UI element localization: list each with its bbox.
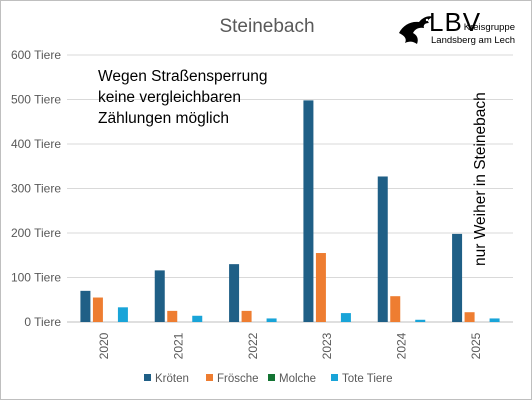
x-tick-label: 2022 <box>246 332 260 359</box>
x-tick-label: 2024 <box>395 332 409 359</box>
x-tick-label: 2023 <box>320 332 334 359</box>
logo-name: LBV <box>429 7 481 37</box>
logo-line2: Landsberg am Lech <box>431 35 515 46</box>
y-tick-label: 300 Tiere <box>11 182 61 196</box>
bar <box>167 310 178 322</box>
bars <box>80 100 500 322</box>
bar <box>266 318 277 322</box>
legend-swatch <box>268 374 275 381</box>
x-tick-label: 2021 <box>172 332 186 359</box>
bar <box>489 318 500 322</box>
bar <box>229 264 240 322</box>
y-tick-label: 200 Tiere <box>11 226 61 240</box>
y-tick-label: 600 Tiere <box>11 48 61 62</box>
annotation-line-2: keine vergleichbaren <box>98 89 241 106</box>
y-tick-label: 400 Tiere <box>11 137 61 151</box>
x-axis-ticks: 2020 2021 2022 2023 2024 2025 <box>97 332 483 359</box>
gridlines <box>67 54 513 323</box>
bar <box>92 297 103 322</box>
legend-swatch <box>331 374 338 381</box>
x-tick-label: 2025 <box>469 332 483 359</box>
legend: Kröten Frösche Molche Tote Tiere <box>144 373 393 385</box>
annotation-line-3: Zählungen möglich <box>98 110 229 127</box>
bar <box>192 315 203 322</box>
legend-label: Molche <box>279 373 316 385</box>
bar <box>415 319 426 322</box>
bar <box>303 100 314 322</box>
legend-swatch <box>206 374 213 381</box>
bar <box>464 312 475 322</box>
bar <box>377 176 388 322</box>
annotation-vertical: nur Weiher in Steinebach <box>472 92 489 266</box>
y-axis-ticks: 0 Tiere 100 Tiere 200 Tiere 300 Tiere 400 Ti… <box>11 48 61 329</box>
y-tick-label: 100 Tiere <box>11 271 61 285</box>
bird-logo-icon <box>399 16 433 44</box>
lbv-logo: LBV Kreisgruppe Landsberg am Lech <box>399 7 515 46</box>
legend-label: Tote Tiere <box>342 373 393 385</box>
x-tick-label: 2020 <box>97 332 111 359</box>
bar <box>452 233 463 322</box>
bar <box>340 313 351 322</box>
y-tick-label: 0 Tiere <box>24 315 61 329</box>
chart-title: Steinebach <box>219 16 314 37</box>
annotation-left: Wegen Straßensperrung keine vergleichbar… <box>98 68 267 127</box>
bar <box>117 307 128 322</box>
bar <box>80 290 91 322</box>
bar <box>241 310 252 322</box>
bar <box>315 253 326 322</box>
legend-label: Frösche <box>217 373 259 385</box>
legend-swatch <box>144 374 151 381</box>
legend-label: Kröten <box>155 373 189 385</box>
y-tick-label: 500 Tiere <box>11 93 61 107</box>
annotation-line-1: Wegen Straßensperrung <box>98 68 267 85</box>
logo-line1: Kreisgruppe <box>464 22 515 33</box>
bar <box>154 270 165 322</box>
bar <box>390 296 401 322</box>
